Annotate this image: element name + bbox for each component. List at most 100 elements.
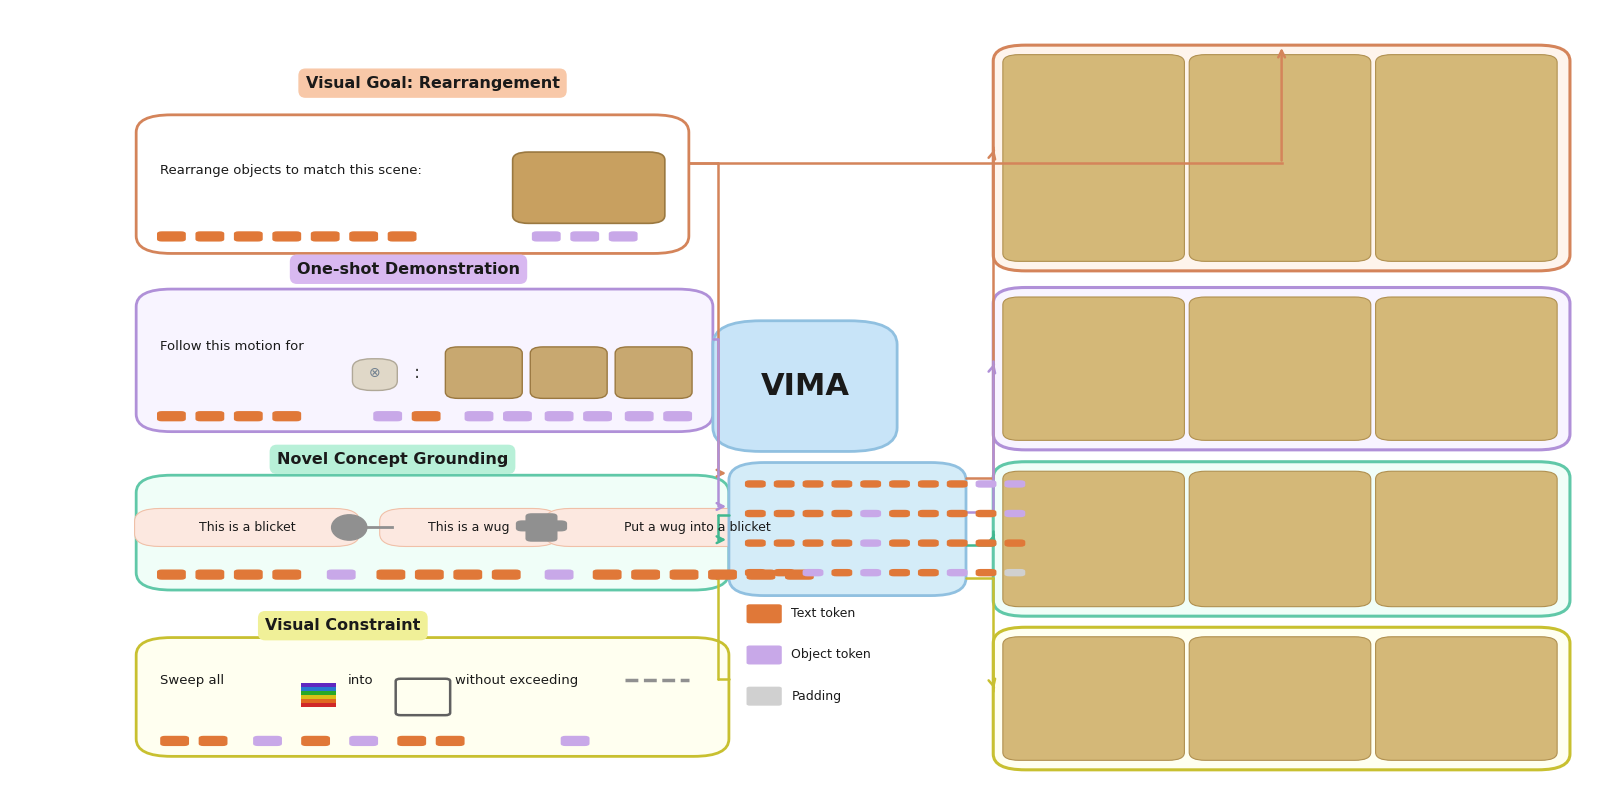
FancyBboxPatch shape <box>272 411 301 421</box>
FancyBboxPatch shape <box>860 510 881 517</box>
FancyBboxPatch shape <box>136 638 729 756</box>
FancyBboxPatch shape <box>545 411 574 421</box>
Text: Text token: Text token <box>791 607 855 620</box>
Bar <box>301 687 336 691</box>
Text: Rearrange objects to match this scene:: Rearrange objects to match this scene: <box>160 164 421 177</box>
FancyBboxPatch shape <box>234 231 263 242</box>
FancyBboxPatch shape <box>860 569 881 577</box>
FancyBboxPatch shape <box>376 569 405 580</box>
FancyBboxPatch shape <box>525 513 557 542</box>
FancyBboxPatch shape <box>1003 471 1184 607</box>
FancyBboxPatch shape <box>993 627 1570 770</box>
FancyBboxPatch shape <box>947 480 968 488</box>
FancyBboxPatch shape <box>1376 297 1557 440</box>
FancyBboxPatch shape <box>272 569 301 580</box>
FancyBboxPatch shape <box>570 231 599 242</box>
FancyBboxPatch shape <box>889 510 910 517</box>
FancyBboxPatch shape <box>1189 637 1371 760</box>
FancyBboxPatch shape <box>729 463 966 596</box>
FancyBboxPatch shape <box>774 510 795 517</box>
FancyBboxPatch shape <box>918 539 939 546</box>
FancyBboxPatch shape <box>234 569 263 580</box>
FancyBboxPatch shape <box>453 569 482 580</box>
FancyBboxPatch shape <box>993 45 1570 271</box>
FancyBboxPatch shape <box>745 510 766 517</box>
FancyBboxPatch shape <box>1004 510 1025 517</box>
FancyBboxPatch shape <box>615 347 692 398</box>
FancyBboxPatch shape <box>1376 55 1557 261</box>
FancyBboxPatch shape <box>803 510 823 517</box>
FancyBboxPatch shape <box>785 569 814 580</box>
FancyBboxPatch shape <box>609 231 638 242</box>
FancyBboxPatch shape <box>545 508 851 546</box>
FancyBboxPatch shape <box>415 569 444 580</box>
FancyBboxPatch shape <box>593 569 622 580</box>
FancyBboxPatch shape <box>195 411 224 421</box>
FancyBboxPatch shape <box>1003 297 1184 440</box>
Text: Novel Concept Grounding: Novel Concept Grounding <box>277 452 508 466</box>
FancyBboxPatch shape <box>1189 471 1371 607</box>
FancyBboxPatch shape <box>1004 539 1025 546</box>
FancyBboxPatch shape <box>1004 569 1025 577</box>
FancyBboxPatch shape <box>976 510 996 517</box>
FancyBboxPatch shape <box>947 510 968 517</box>
FancyBboxPatch shape <box>831 569 852 577</box>
FancyBboxPatch shape <box>1003 55 1184 261</box>
FancyBboxPatch shape <box>561 736 590 746</box>
FancyBboxPatch shape <box>388 231 417 242</box>
FancyBboxPatch shape <box>327 569 356 580</box>
FancyBboxPatch shape <box>272 231 301 242</box>
FancyBboxPatch shape <box>492 569 521 580</box>
Bar <box>301 683 336 687</box>
Text: Sweep all: Sweep all <box>160 674 224 687</box>
FancyBboxPatch shape <box>157 411 186 421</box>
FancyBboxPatch shape <box>253 736 282 746</box>
FancyBboxPatch shape <box>889 569 910 577</box>
FancyBboxPatch shape <box>747 687 782 706</box>
Text: This is a blicket: This is a blicket <box>199 521 295 534</box>
FancyBboxPatch shape <box>774 539 795 546</box>
FancyBboxPatch shape <box>993 462 1570 616</box>
Text: into: into <box>348 674 373 687</box>
FancyBboxPatch shape <box>412 411 441 421</box>
FancyBboxPatch shape <box>774 480 795 488</box>
FancyBboxPatch shape <box>373 411 402 421</box>
FancyBboxPatch shape <box>195 231 224 242</box>
Text: Follow this motion for: Follow this motion for <box>160 340 304 352</box>
FancyBboxPatch shape <box>380 508 559 546</box>
Bar <box>301 699 336 703</box>
Text: :: : <box>413 364 420 382</box>
Text: Visual Goal: Rearrangement: Visual Goal: Rearrangement <box>306 76 559 90</box>
FancyBboxPatch shape <box>918 480 939 488</box>
FancyBboxPatch shape <box>803 480 823 488</box>
FancyBboxPatch shape <box>803 539 823 546</box>
FancyBboxPatch shape <box>663 411 692 421</box>
FancyBboxPatch shape <box>803 569 823 577</box>
FancyBboxPatch shape <box>583 411 612 421</box>
Ellipse shape <box>332 515 367 540</box>
Text: Object token: Object token <box>791 649 871 661</box>
FancyBboxPatch shape <box>631 569 660 580</box>
FancyBboxPatch shape <box>976 539 996 546</box>
FancyBboxPatch shape <box>465 411 493 421</box>
FancyBboxPatch shape <box>745 569 766 577</box>
Text: Put a wug into a blicket: Put a wug into a blicket <box>625 521 771 534</box>
FancyBboxPatch shape <box>976 569 996 577</box>
Text: This is a wug: This is a wug <box>428 521 509 534</box>
FancyBboxPatch shape <box>445 347 522 398</box>
FancyBboxPatch shape <box>860 539 881 546</box>
FancyBboxPatch shape <box>503 411 532 421</box>
FancyBboxPatch shape <box>136 289 713 432</box>
Text: One-shot Demonstration: One-shot Demonstration <box>296 262 521 276</box>
FancyBboxPatch shape <box>670 569 698 580</box>
FancyBboxPatch shape <box>516 520 567 531</box>
Bar <box>301 703 336 707</box>
FancyBboxPatch shape <box>745 480 766 488</box>
FancyBboxPatch shape <box>774 569 795 577</box>
FancyBboxPatch shape <box>1376 637 1557 760</box>
FancyBboxPatch shape <box>918 510 939 517</box>
FancyBboxPatch shape <box>136 115 689 253</box>
FancyBboxPatch shape <box>199 736 227 746</box>
FancyBboxPatch shape <box>889 480 910 488</box>
FancyBboxPatch shape <box>747 569 775 580</box>
